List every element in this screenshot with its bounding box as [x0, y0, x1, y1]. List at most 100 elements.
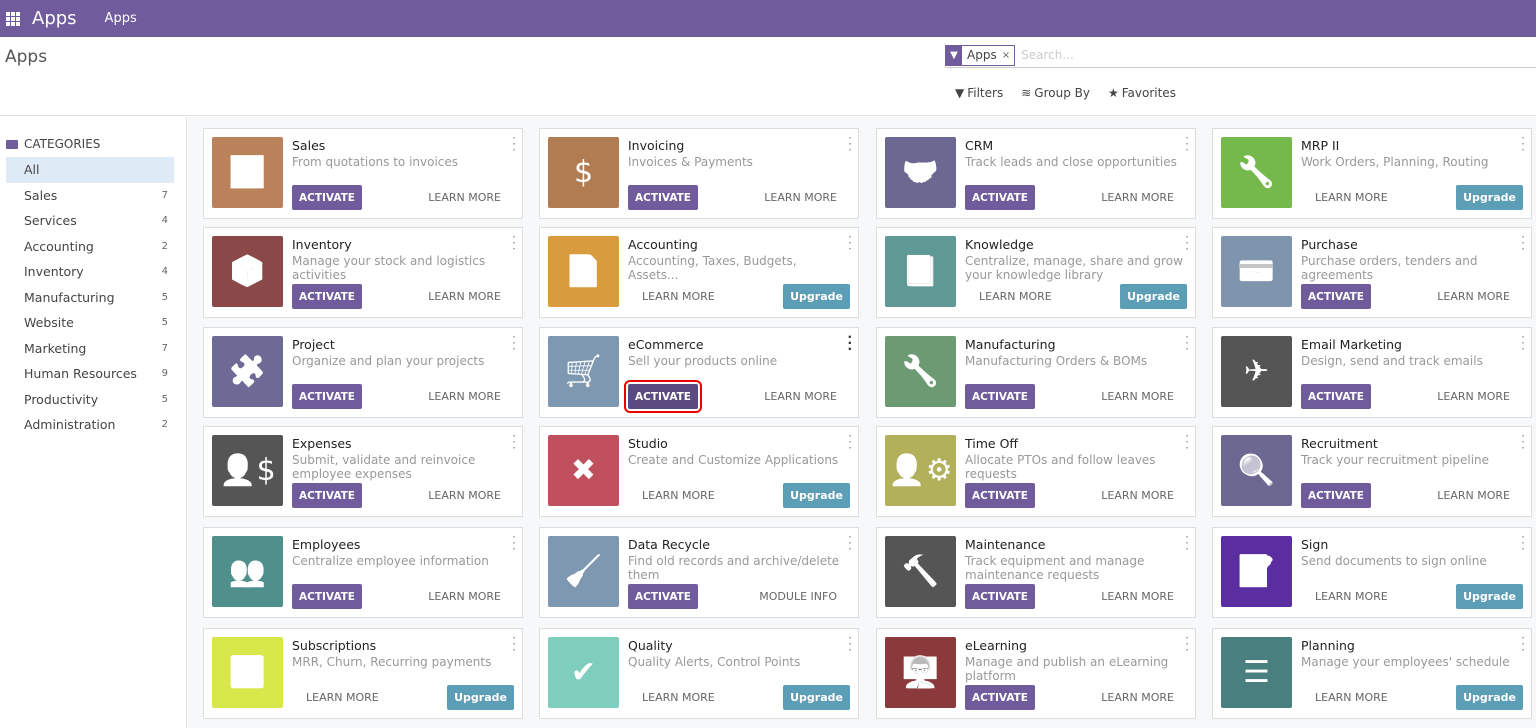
app-description: MRR, Churn, Recurring payments	[292, 655, 492, 669]
activate-button[interactable]: ACTIVATE	[628, 185, 698, 210]
users-icon: 👥	[212, 536, 283, 607]
kebab-menu-icon[interactable]: · · ·	[1185, 330, 1189, 356]
learn-more-button[interactable]: LEARN MORE	[1094, 685, 1181, 710]
learn-more-button[interactable]: LEARN MORE	[1094, 384, 1181, 409]
learn-more-button[interactable]: LEARN MORE	[1430, 483, 1517, 508]
kebab-menu-icon[interactable]: · · ·	[512, 230, 516, 256]
kebab-menu-icon[interactable]: · · ·	[848, 131, 852, 157]
learn-more-button[interactable]: LEARN MORE	[1094, 185, 1181, 210]
app-name: MRP II	[1301, 138, 1340, 153]
upgrade-button[interactable]: Upgrade	[1456, 584, 1523, 609]
upgrade-button[interactable]: Upgrade	[1120, 284, 1187, 309]
kebab-menu-icon[interactable]: · · ·	[1185, 631, 1189, 657]
search-input[interactable]	[1021, 48, 1422, 62]
learn-more-button[interactable]: LEARN MORE	[1308, 685, 1395, 710]
learn-more-button[interactable]: LEARN MORE	[757, 185, 844, 210]
facet-remove-icon[interactable]: ×	[1001, 49, 1011, 61]
upgrade-button[interactable]: Upgrade	[783, 685, 850, 710]
kebab-menu-icon[interactable]: · · ·	[512, 330, 516, 356]
learn-more-button[interactable]: LEARN MORE	[421, 483, 508, 508]
kebab-menu-icon[interactable]: · · ·	[512, 530, 516, 556]
activate-button[interactable]: ACTIVATE	[292, 284, 362, 309]
learn-more-button[interactable]: LEARN MORE	[635, 685, 722, 710]
invoice-icon: $	[548, 137, 619, 208]
upgrade-button[interactable]: Upgrade	[1456, 185, 1523, 210]
upgrade-button[interactable]: Upgrade	[783, 483, 850, 508]
upgrade-button[interactable]: Upgrade	[1456, 685, 1523, 710]
activate-button[interactable]: ACTIVATE	[965, 185, 1035, 210]
learn-more-button[interactable]: LEARN MORE	[635, 284, 722, 309]
kebab-menu-icon[interactable]: · · ·	[512, 131, 516, 157]
kebab-menu-icon[interactable]: · · ·	[512, 631, 516, 657]
kebab-menu-icon[interactable]: · · ·	[512, 429, 516, 455]
learn-more-button[interactable]: LEARN MORE	[1308, 584, 1395, 609]
app-card-recruitment: 🔍 Recruitment Track your recruitment pip…	[1212, 426, 1532, 517]
activate-button[interactable]: ACTIVATE	[624, 380, 702, 413]
activate-button[interactable]: ACTIVATE	[965, 384, 1035, 409]
kebab-menu-icon[interactable]: · · ·	[848, 631, 852, 657]
learn-more-button[interactable]: LEARN MORE	[1430, 384, 1517, 409]
sidebar-item-services[interactable]: Services 4	[6, 208, 174, 234]
learn-more-button[interactable]: LEARN MORE	[421, 185, 508, 210]
sidebar-item-productivity[interactable]: Productivity 5	[6, 387, 174, 413]
menu-apps[interactable]: Apps	[104, 11, 137, 26]
kebab-menu-icon[interactable]: · · ·	[1185, 230, 1189, 256]
sidebar-item-manufacturing[interactable]: Manufacturing 5	[6, 285, 174, 311]
kebab-menu-icon[interactable]: · · ·	[848, 429, 852, 455]
app-name: Quality	[628, 638, 673, 653]
sidebar-item-administration[interactable]: Administration 2	[6, 412, 174, 438]
activate-button[interactable]: ACTIVATE	[965, 685, 1035, 710]
learn-more-button[interactable]: LEARN MORE	[1094, 483, 1181, 508]
learn-more-button[interactable]: LEARN MORE	[1308, 185, 1395, 210]
kebab-menu-icon[interactable]: · · ·	[1185, 131, 1189, 157]
app-brand[interactable]: Apps	[32, 8, 77, 29]
sidebar-item-all[interactable]: All	[6, 157, 174, 183]
filters-button[interactable]: ▼ Filters	[955, 86, 1003, 100]
upgrade-button[interactable]: Upgrade	[447, 685, 514, 710]
sidebar-item-inventory[interactable]: Inventory 4	[6, 259, 174, 285]
activate-button[interactable]: ACTIVATE	[1301, 284, 1371, 309]
category-count: 4	[161, 266, 168, 278]
activate-button[interactable]: ACTIVATE	[1301, 384, 1371, 409]
learn-more-button[interactable]: LEARN MORE	[421, 284, 508, 309]
activate-button[interactable]: ACTIVATE	[292, 483, 362, 508]
app-grid-icon[interactable]	[6, 11, 20, 26]
sidebar-item-marketing[interactable]: Marketing 7	[6, 336, 174, 362]
activate-button[interactable]: ACTIVATE	[965, 584, 1035, 609]
wrench-icon: 🔧	[1221, 137, 1292, 208]
kebab-menu-icon[interactable]: · · ·	[848, 230, 852, 256]
learn-more-button[interactable]: LEARN MORE	[299, 685, 386, 710]
learn-more-button[interactable]: LEARN MORE	[635, 483, 722, 508]
sidebar-item-accounting[interactable]: Accounting 2	[6, 234, 174, 260]
sidebar-item-sales[interactable]: Sales 7	[6, 183, 174, 209]
activate-button[interactable]: ACTIVATE	[628, 584, 698, 609]
activate-button[interactable]: ACTIVATE	[292, 384, 362, 409]
kebab-menu-icon[interactable]: · · ·	[847, 330, 852, 356]
kebab-menu-icon[interactable]: · · ·	[1521, 131, 1525, 157]
kebab-menu-icon[interactable]: · · ·	[1521, 429, 1525, 455]
sidebar-item-website[interactable]: Website 5	[6, 310, 174, 336]
upgrade-button[interactable]: Upgrade	[783, 284, 850, 309]
kebab-menu-icon[interactable]: · · ·	[1521, 230, 1525, 256]
module-info-button[interactable]: MODULE INFO	[752, 584, 844, 609]
kebab-menu-icon[interactable]: · · ·	[848, 530, 852, 556]
activate-button[interactable]: ACTIVATE	[292, 584, 362, 609]
learn-more-button[interactable]: LEARN MORE	[972, 284, 1059, 309]
activate-button[interactable]: ACTIVATE	[965, 483, 1035, 508]
kebab-menu-icon[interactable]: · · ·	[1521, 330, 1525, 356]
activate-button[interactable]: ACTIVATE	[1301, 483, 1371, 508]
kebab-menu-icon[interactable]: · · ·	[1521, 631, 1525, 657]
group-by-button[interactable]: ≋ Group By	[1021, 86, 1090, 100]
activate-button[interactable]: ACTIVATE	[292, 185, 362, 210]
learn-more-button[interactable]: LEARN MORE	[421, 584, 508, 609]
favorites-button[interactable]: ★ Favorites	[1108, 86, 1176, 100]
learn-more-button[interactable]: LEARN MORE	[421, 384, 508, 409]
learn-more-button[interactable]: LEARN MORE	[1430, 284, 1517, 309]
app-card-manufacturing: 🔧 Manufacturing Manufacturing Orders & B…	[876, 327, 1196, 418]
sidebar-item-human-resources[interactable]: Human Resources 9	[6, 361, 174, 387]
kebab-menu-icon[interactable]: · · ·	[1521, 530, 1525, 556]
kebab-menu-icon[interactable]: · · ·	[1185, 429, 1189, 455]
kebab-menu-icon[interactable]: · · ·	[1185, 530, 1189, 556]
learn-more-button[interactable]: LEARN MORE	[1094, 584, 1181, 609]
learn-more-button[interactable]: LEARN MORE	[757, 384, 844, 409]
